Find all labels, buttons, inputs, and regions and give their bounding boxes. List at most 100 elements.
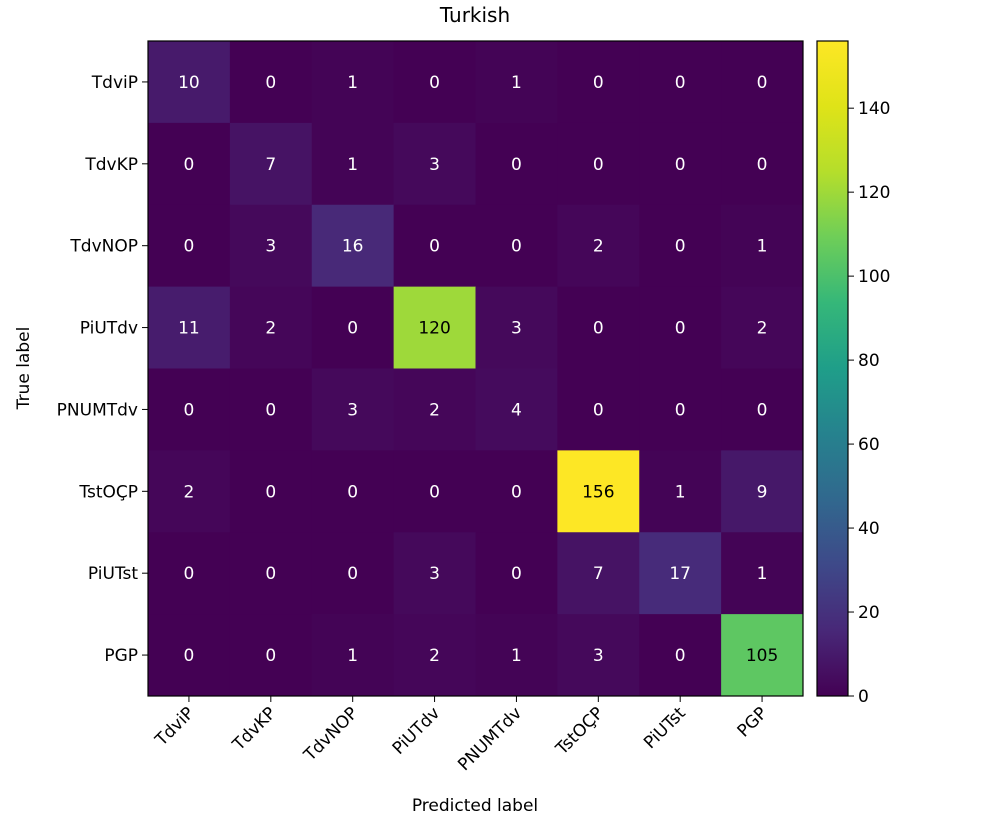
heatmap-cell-label: 0 bbox=[265, 482, 276, 502]
heatmap-cell bbox=[475, 450, 558, 533]
heatmap-cell bbox=[229, 368, 313, 451]
heatmap-cell-label: 0 bbox=[675, 319, 686, 339]
heatmap-cell bbox=[148, 41, 231, 124]
heatmap-cell bbox=[148, 368, 231, 451]
heatmap-cell-label: 0 bbox=[184, 237, 195, 257]
y-tick-label: TdvKP bbox=[84, 155, 138, 175]
colorbar-tick-label: 140 bbox=[858, 99, 890, 119]
heatmap-cell bbox=[148, 450, 231, 533]
heatmap-cell-label: 0 bbox=[757, 400, 768, 420]
heatmap-cell bbox=[311, 204, 395, 288]
heatmap-cell bbox=[393, 614, 476, 697]
heatmap-cell bbox=[721, 450, 804, 533]
heatmap-cell-label: 0 bbox=[184, 155, 195, 175]
heatmap-cell-label: 0 bbox=[265, 564, 276, 584]
y-tick-label: PNUMTdv bbox=[57, 400, 138, 420]
heatmap-cell bbox=[475, 614, 558, 697]
heatmap-cell-label: 1 bbox=[757, 564, 768, 584]
heatmap-cell bbox=[639, 614, 722, 697]
heatmap-cell-label: 0 bbox=[675, 73, 686, 93]
y-tick-label: TdvNOP bbox=[69, 237, 138, 257]
y-tick-label: TdviP bbox=[91, 73, 138, 93]
y-axis-ticks: TdviP TdvKP TdvNOP PiUTdv PNUMTdv TstOÇP PiUTs… bbox=[57, 73, 148, 666]
colorbar-tick-label: 100 bbox=[858, 267, 890, 287]
heatmap-cell bbox=[393, 532, 476, 615]
heatmap-cell-label: 1 bbox=[511, 73, 522, 93]
y-tick-label: PiUTst bbox=[88, 564, 138, 584]
heatmap-cell bbox=[557, 614, 640, 697]
heatmap-cell-label: 3 bbox=[429, 155, 440, 175]
heatmap-cell-label: 0 bbox=[511, 237, 522, 257]
heatmap-cell-labels: 10 0 1 0 1 0 0 00 7 1 3 0 0 0 00 3 16 0 0 2 0 111 2 0 120 3 0 0 20 0 3… bbox=[178, 73, 778, 666]
heatmap-cell-label: 1 bbox=[511, 646, 522, 666]
heatmap-cell bbox=[393, 286, 476, 369]
heatmap-cell-label: 120 bbox=[418, 319, 450, 339]
colorbar-tick-label: 0 bbox=[858, 687, 869, 707]
heatmap-cell bbox=[393, 368, 476, 451]
heatmap-cell bbox=[148, 614, 231, 697]
colorbar-tick-label: 20 bbox=[858, 603, 880, 623]
heatmap-cell bbox=[639, 368, 722, 451]
heatmap-cell-label: 0 bbox=[184, 646, 195, 666]
colorbar-tick-label: 40 bbox=[858, 519, 880, 539]
x-tick-label: TstOÇP bbox=[552, 703, 608, 759]
heatmap-cell-label: 7 bbox=[265, 155, 276, 175]
heatmap-cell-label: 2 bbox=[184, 482, 195, 502]
heatmap-cell bbox=[229, 286, 313, 369]
heatmap-cell bbox=[148, 532, 231, 615]
heatmap-cell bbox=[475, 41, 558, 124]
heatmap-cell bbox=[557, 532, 640, 615]
heatmap-cell bbox=[639, 532, 722, 615]
x-tick-label: PNUMTdv bbox=[454, 703, 526, 775]
heatmap-cell-label: 3 bbox=[429, 564, 440, 584]
heatmap-cell-label: 2 bbox=[429, 646, 440, 666]
heatmap-cell bbox=[557, 368, 640, 451]
heatmap-cell-label: 0 bbox=[184, 400, 195, 420]
heatmap-cell bbox=[639, 450, 722, 533]
heatmap-cell-label: 0 bbox=[184, 564, 195, 584]
heatmap-cell-label: 0 bbox=[347, 319, 358, 339]
heatmap-cell bbox=[639, 286, 722, 369]
heatmap-cell bbox=[393, 450, 476, 533]
colorbar bbox=[816, 40, 849, 697]
heatmap-cell bbox=[721, 286, 804, 369]
heatmap-cell bbox=[639, 41, 722, 124]
heatmap-cell-label: 0 bbox=[675, 646, 686, 666]
heatmap-cell bbox=[229, 614, 313, 697]
heatmap-cell bbox=[721, 122, 804, 206]
y-axis-label: True label bbox=[14, 327, 34, 411]
heatmap-cell-label: 3 bbox=[593, 646, 604, 666]
heatmap-cell-label: 1 bbox=[347, 646, 358, 666]
heatmap-cell-label: 1 bbox=[347, 73, 358, 93]
heatmap-cell bbox=[475, 286, 558, 369]
heatmap-cell-label: 0 bbox=[675, 155, 686, 175]
heatmap-cell-label: 17 bbox=[669, 564, 691, 584]
heatmap-cell bbox=[475, 532, 558, 615]
heatmap-cell bbox=[557, 286, 640, 369]
heatmap-cell bbox=[721, 41, 804, 124]
heatmap-cell-label: 156 bbox=[582, 482, 614, 502]
heatmap-cell-label: 0 bbox=[593, 73, 604, 93]
heatmap-cell bbox=[148, 286, 231, 369]
heatmap-cell bbox=[393, 41, 476, 124]
heatmap-cell-label: 2 bbox=[429, 400, 440, 420]
heatmap-cell-label: 2 bbox=[757, 319, 768, 339]
heatmap-cell-label: 0 bbox=[593, 400, 604, 420]
heatmap-cell-label: 4 bbox=[511, 400, 522, 420]
heatmap-cell-label: 7 bbox=[593, 564, 604, 584]
x-tick-label: TdviP bbox=[151, 703, 199, 751]
plot-frame bbox=[147, 40, 804, 697]
x-axis-ticks: TdviP TdvKP TdvNOP PiUTdv PNUMTdv TstOÇP PiUTs… bbox=[151, 696, 772, 775]
heatmap-cell-label: 0 bbox=[593, 319, 604, 339]
heatmap-cell-label: 0 bbox=[429, 237, 440, 257]
heatmap-cell bbox=[311, 286, 395, 369]
heatmap-cell-label: 11 bbox=[178, 319, 200, 339]
heatmap-cell-label: 0 bbox=[265, 646, 276, 666]
heatmap-cell bbox=[393, 122, 476, 206]
heatmap-cell bbox=[721, 532, 804, 615]
heatmap-cell-label: 0 bbox=[429, 73, 440, 93]
heatmap-cell bbox=[557, 204, 640, 288]
colorbar-ticks: 0 20 40 60 80 100 120 140 bbox=[848, 99, 890, 707]
heatmap-cell bbox=[557, 41, 640, 124]
heatmap-cell-label: 0 bbox=[511, 564, 522, 584]
